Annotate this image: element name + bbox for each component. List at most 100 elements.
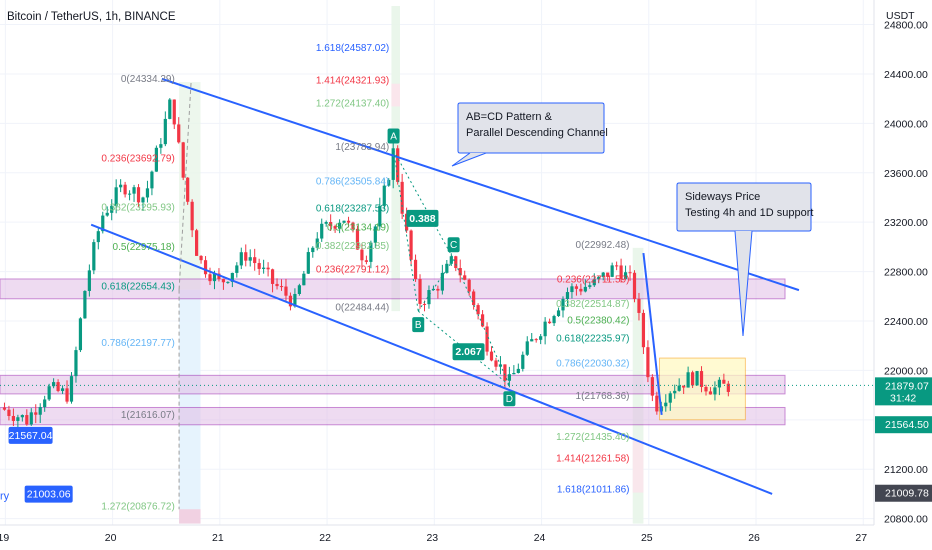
fib-level-label: 0.236(22791.12) — [316, 265, 389, 276]
price-tick-label: 22800.00 — [884, 267, 928, 279]
candle-body — [74, 350, 78, 377]
ratio-tag[interactable] — [452, 343, 485, 361]
sideways-range-box[interactable] — [659, 357, 746, 421]
pattern-point-A[interactable] — [387, 128, 400, 144]
candle-body — [56, 382, 60, 391]
time-axis-bg[interactable] — [0, 525, 932, 550]
fib-level-label: 0(22992.48) — [576, 240, 630, 251]
candle-body — [699, 371, 704, 387]
fib-column — [391, 83, 401, 107]
pattern-point-D[interactable] — [503, 391, 516, 407]
candle-body — [708, 391, 713, 395]
price-axis-bg[interactable] — [874, 0, 932, 550]
candle-body — [565, 292, 570, 300]
pattern-point-label: B — [415, 320, 422, 331]
candle-body — [230, 272, 234, 282]
fib-level-label: 0.786(22197.77) — [101, 338, 174, 349]
currency-label: USDT — [886, 10, 915, 22]
candle-body — [186, 177, 190, 202]
candle-body — [467, 279, 471, 292]
candle-body — [7, 409, 11, 417]
candle-body — [16, 417, 20, 421]
price-tag[interactable] — [8, 426, 53, 444]
candle-body — [346, 220, 351, 223]
fib-level-label: 1(23783.94) — [335, 142, 389, 153]
candle-body — [378, 205, 382, 227]
candles — [0, 98, 874, 428]
ratio-tag[interactable] — [406, 209, 439, 227]
support-zone[interactable] — [0, 374, 786, 395]
candle-body — [530, 339, 534, 342]
abcd-pattern[interactable]: A B C D 0.388 2.067 21567.04 21003.06 ry — [0, 128, 516, 503]
callout-sideways-line: Sideways Price — [685, 191, 760, 203]
pattern-point-label: A — [390, 132, 397, 143]
candle-body — [342, 220, 346, 223]
candle-body — [677, 385, 681, 391]
candle-body — [65, 388, 69, 402]
candle-body — [382, 185, 386, 206]
candle-body — [440, 272, 444, 291]
candle-body — [52, 382, 56, 387]
descending-channel[interactable] — [90, 77, 800, 495]
time-tick-label: 27 — [855, 532, 867, 544]
candle-body — [722, 379, 726, 384]
candle-body — [181, 142, 185, 178]
pattern-point-label: C — [450, 240, 457, 251]
abcd-leg — [417, 258, 455, 312]
candle-body — [480, 314, 485, 327]
candle-body — [333, 226, 337, 229]
callout-abcd[interactable]: AB=CD Pattern & Parallel Descending Chann… — [451, 102, 608, 167]
candle-body — [695, 371, 699, 386]
callout-sideways[interactable]: Sideways Price Testing 4h and 1D support — [676, 182, 813, 337]
candle-body — [494, 360, 498, 367]
candle-body — [436, 288, 440, 291]
candle-body — [449, 256, 453, 264]
candle-body — [548, 321, 552, 324]
callout-sideways-tail — [734, 230, 753, 337]
candle-body — [257, 263, 261, 269]
candle-body — [306, 252, 310, 274]
candle-body — [458, 268, 462, 276]
candle-body — [606, 272, 610, 277]
callout-sideways-box[interactable] — [676, 182, 812, 232]
fib-column — [391, 6, 401, 312]
ratio-tag-text: 0.388 — [409, 213, 435, 225]
callout-abcd-box[interactable] — [457, 102, 605, 154]
abcd-leg — [393, 150, 455, 260]
candle-body — [713, 387, 717, 395]
candle-body — [110, 205, 114, 213]
candle-body — [664, 402, 668, 407]
channel-upper-line[interactable] — [161, 77, 800, 292]
candle-body — [114, 187, 118, 206]
candle-body — [177, 124, 181, 143]
fib-level-label: 0.618(23287.53) — [316, 203, 389, 214]
fib-levels: 0(24334.29) 0.236(23692.79) 0.382(23295.93… — [101, 43, 629, 512]
pattern-point-B[interactable] — [412, 317, 425, 333]
candle-body — [226, 281, 230, 283]
candle-body — [302, 273, 306, 286]
fib-level-label: 1.272(21435.40) — [556, 432, 629, 443]
candle-body — [38, 407, 42, 415]
candle-body — [119, 184, 123, 188]
callout-abcd-tail — [451, 152, 487, 167]
candle-body — [92, 242, 96, 271]
candle-body — [623, 272, 628, 279]
price-tag[interactable] — [24, 485, 73, 503]
candle-body — [311, 247, 315, 253]
candle-body — [297, 285, 301, 294]
candle-body — [266, 267, 270, 270]
candle-body — [717, 379, 721, 388]
price-tick-label: 21200.00 — [884, 464, 928, 476]
drop-line[interactable] — [642, 252, 663, 415]
pattern-point-C[interactable] — [447, 237, 460, 253]
channel-lower-line[interactable] — [90, 223, 773, 495]
callouts[interactable]: AB=CD Pattern & Parallel Descending Chann… — [451, 102, 813, 337]
candle-body — [337, 222, 342, 229]
candle-body — [221, 279, 226, 283]
candle-body — [561, 299, 565, 311]
candle-body — [244, 252, 248, 261]
candle-body — [726, 383, 730, 392]
support-zone[interactable] — [0, 278, 786, 300]
candle-body — [400, 181, 404, 214]
